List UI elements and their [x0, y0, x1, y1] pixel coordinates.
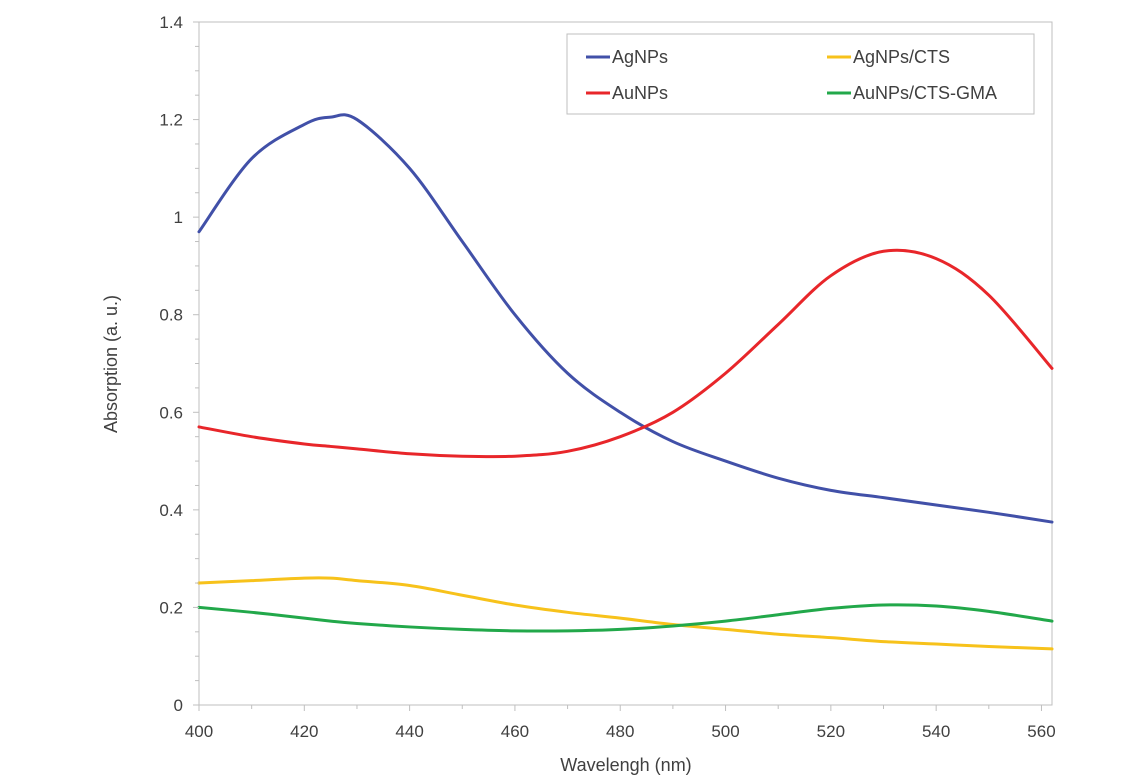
x-tick-label: 500	[711, 722, 739, 741]
y-tick-label: 1.4	[159, 13, 183, 32]
x-axis: 400 420 440 460 480 500 520 540 560	[185, 705, 1056, 741]
legend-item-agnps-cts: AgNPs/CTS	[827, 47, 950, 67]
y-axis-title: Absorption (a. u.)	[101, 295, 121, 433]
y-tick-label: 1	[174, 208, 183, 227]
y-tick-label: 0.8	[159, 306, 183, 325]
series-line-agnps	[197, 113, 1054, 524]
y-tick-label: 1.2	[159, 111, 183, 130]
y-tick-label: 0.2	[159, 598, 183, 617]
legend-item-agnps: AgNPs	[586, 47, 668, 67]
series-line-aunps	[197, 248, 1054, 459]
y-tick-label: 0	[174, 696, 183, 715]
x-tick-label: 520	[817, 722, 845, 741]
legend-item-aunps-cts-gma: AuNPs/CTS-GMA	[827, 83, 997, 103]
x-tick-label: 460	[501, 722, 529, 741]
y-axis: 0 0.2 0.4 0.6 0.8 1 1.2 1.4	[159, 13, 199, 715]
x-tick-label: 540	[922, 722, 950, 741]
x-tick-label: 440	[395, 722, 423, 741]
legend-item-aunps: AuNPs	[586, 83, 668, 103]
x-tick-label: 560	[1027, 722, 1055, 741]
y-tick-label: 0.6	[159, 403, 183, 422]
legend-label-aunps: AuNPs	[612, 83, 668, 103]
legend-box	[566, 33, 1035, 115]
legend-label-aunps-cts-gma: AuNPs/CTS-GMA	[853, 83, 997, 103]
x-tick-label: 480	[606, 722, 634, 741]
y-tick-label: 0.4	[159, 501, 183, 520]
series-line-aunps-cts-gma	[197, 603, 1054, 633]
x-tick-label: 400	[185, 722, 213, 741]
x-tick-label: 420	[290, 722, 318, 741]
legend: AgNPs AgNPs/CTS AuNPs AuNPs/CTS-GMA	[566, 33, 1035, 115]
legend-label-agnps: AgNPs	[612, 47, 668, 67]
series-layer	[197, 113, 1054, 651]
x-axis-title: Wavelengh (nm)	[560, 755, 691, 775]
series-line-agnps-cts	[197, 576, 1054, 651]
legend-label-agnps-cts: AgNPs/CTS	[853, 47, 950, 67]
